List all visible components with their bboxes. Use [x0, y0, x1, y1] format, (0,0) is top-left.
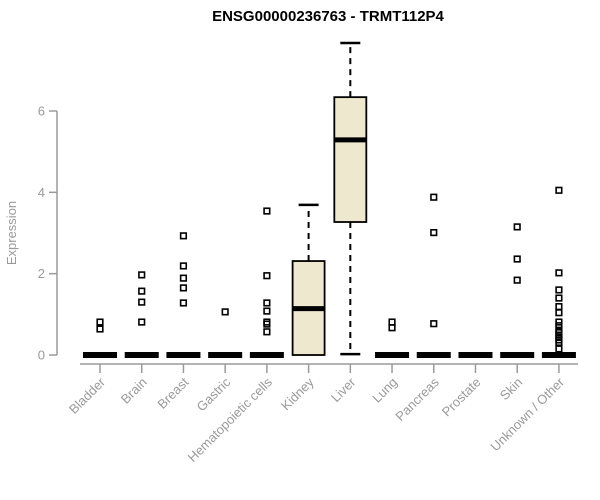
outlier-point — [138, 271, 146, 279]
outlier-point — [138, 318, 146, 326]
outlier-point — [555, 269, 563, 277]
x-tick-label-gastric: Gastric — [194, 374, 234, 414]
outlier-point — [388, 318, 396, 326]
zero-median-bar — [166, 352, 201, 358]
outlier-point — [179, 299, 188, 307]
outlier-point — [555, 186, 563, 194]
outlier-point — [138, 298, 146, 306]
outlier-point — [555, 303, 563, 311]
outlier-point — [263, 299, 271, 307]
box-group-skin — [500, 223, 535, 358]
outlier-point — [263, 307, 271, 315]
x-tick-label-liver: Liver — [328, 374, 359, 405]
y-tick-label: 0 — [38, 348, 45, 363]
box-group-bladder — [83, 318, 117, 358]
zero-median-bar — [83, 352, 117, 358]
box-group-pancreas — [416, 193, 451, 358]
y-tick-label: 6 — [38, 103, 45, 118]
box-group-prostate — [458, 352, 493, 358]
box-group-liver — [333, 41, 368, 356]
outlier-point — [263, 328, 271, 336]
x-tick-label-unknown-other: Unknown / Other — [487, 374, 567, 454]
outlier-point — [555, 294, 563, 302]
outlier-point — [179, 262, 188, 270]
outlier-point — [513, 223, 521, 231]
box-group-brain — [124, 271, 159, 358]
x-tick-label-breast: Breast — [154, 374, 191, 411]
outlier-point — [179, 284, 188, 292]
zero-median-bar — [124, 352, 159, 358]
outlier-point — [96, 318, 104, 326]
x-tick-label-kidney: Kidney — [278, 374, 317, 413]
x-tick-label-prostate: Prostate — [439, 375, 484, 420]
outlier-point — [513, 276, 521, 284]
outlier-point — [179, 232, 188, 240]
box-group-breast — [166, 232, 201, 358]
y-tick-label: 4 — [38, 185, 45, 200]
outlier-point — [263, 272, 271, 280]
zero-median-bar — [458, 352, 493, 358]
box-group-lung — [375, 318, 410, 358]
zero-median-bar — [541, 352, 576, 358]
box-group-hematopoietic-cells — [249, 207, 284, 358]
box-group-unknown-other — [541, 186, 576, 358]
outlier-point — [179, 274, 188, 282]
box-group-kidney — [291, 203, 326, 356]
outlier-point — [221, 308, 229, 316]
outlier-point — [430, 320, 438, 328]
x-tick-label-skin: Skin — [497, 375, 525, 403]
outlier-point — [513, 255, 521, 263]
y-axis: 0 2 4 6 — [38, 103, 58, 363]
iqr-box — [333, 96, 368, 223]
x-tick-label-brain: Brain — [118, 375, 150, 407]
zero-median-bar — [249, 352, 284, 358]
y-tick-label: 2 — [38, 266, 45, 281]
x-tick-label-lung: Lung — [369, 375, 400, 406]
outlier-point — [388, 324, 396, 332]
outlier-point — [430, 228, 438, 237]
outlier-point — [555, 322, 563, 330]
outlier-point — [96, 325, 104, 333]
outlier-point — [263, 320, 271, 328]
y-axis-title: Expression — [4, 201, 19, 265]
outlier-point — [263, 207, 271, 215]
x-tick-label-bladder: Bladder — [66, 374, 109, 417]
zero-median-bar — [375, 352, 410, 358]
box-group-gastric — [208, 308, 243, 358]
x-tick-label-pancreas: Pancreas — [392, 374, 442, 424]
outlier-point — [555, 318, 563, 326]
outlier-point — [430, 193, 438, 201]
outlier-point — [138, 287, 146, 295]
chart-title: ENSG00000236763 - TRMT112P4 — [212, 8, 444, 25]
outlier-point — [555, 309, 563, 317]
outlier-point — [555, 345, 563, 353]
zero-median-bar — [416, 352, 451, 358]
outlier-point — [555, 286, 563, 294]
zero-median-bar — [208, 352, 243, 358]
zero-median-bar — [500, 352, 535, 358]
outlier-point — [555, 338, 563, 346]
